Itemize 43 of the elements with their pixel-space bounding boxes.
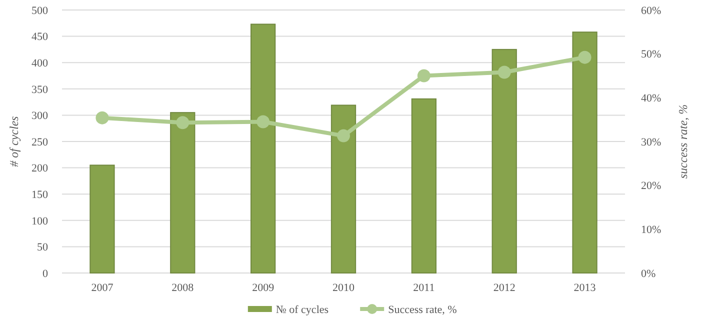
bar: [330, 104, 356, 274]
y-axis-title: # of cycles: [7, 116, 21, 167]
x-tick-label: 2012: [493, 282, 516, 294]
y-tick-label: 350: [32, 84, 48, 96]
y-tick-label: 200: [32, 162, 48, 175]
bar: [572, 32, 598, 274]
point: [337, 129, 350, 142]
x-tick-label: 2008: [172, 282, 194, 294]
legend-label: № of cycles: [276, 304, 329, 316]
y2-tick-label: 50%: [641, 48, 662, 61]
point: [578, 50, 592, 64]
y2-tick-label: 10%: [641, 224, 662, 236]
bar: [170, 112, 196, 274]
y-tick-label: 100: [32, 215, 48, 228]
bar: [492, 48, 517, 274]
y2-tick-label: 20%: [641, 180, 662, 192]
y2-tick-label: 40%: [641, 92, 662, 105]
y-tick-label: 50: [37, 242, 48, 254]
y-tick-label: 250: [32, 136, 48, 148]
y2-axis-title: success rate, %: [676, 104, 690, 179]
point: [176, 116, 190, 130]
y-tick-label: 400: [32, 57, 48, 70]
x-tick-label: 2009: [252, 282, 275, 294]
point: [498, 66, 511, 79]
bar: [250, 24, 276, 274]
x-tick-label: 2007: [91, 282, 114, 294]
y-tick-label: 500: [32, 4, 48, 17]
y2-tick-label: 30%: [641, 136, 662, 148]
y2-tick-label: 60%: [641, 4, 662, 17]
y2-tick-label: 0%: [641, 268, 656, 280]
x-tick-label: 2011: [413, 282, 435, 294]
x-tick-label: 2013: [574, 282, 596, 294]
bar: [411, 98, 436, 274]
x-tick-label: 2010: [332, 282, 355, 294]
y-tick-label: 150: [32, 188, 48, 201]
y-tick-label: 450: [32, 31, 48, 44]
point: [417, 69, 430, 82]
y-tick-label: 0: [42, 268, 48, 280]
point: [256, 115, 270, 128]
bar: [90, 164, 115, 274]
point: [96, 111, 109, 124]
y-tick-label: 300: [32, 110, 48, 122]
legend-label: Success rate, %: [388, 304, 457, 316]
